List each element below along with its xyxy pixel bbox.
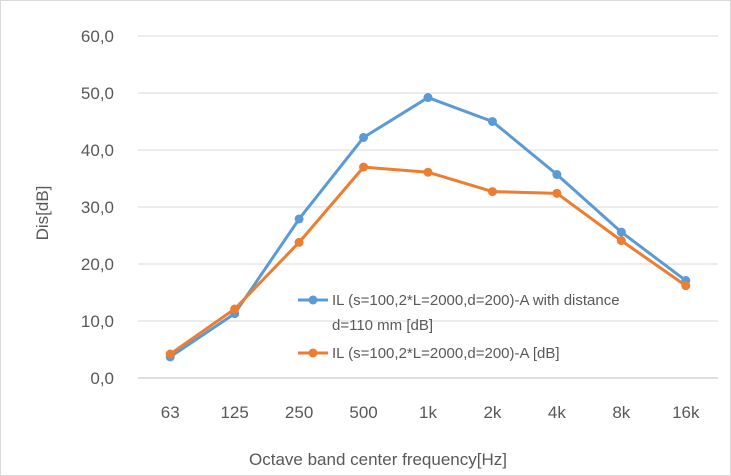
legend-marker-dot-series-1 [308, 295, 318, 305]
x-tick-label: 4k [548, 403, 566, 422]
x-tick-label: 125 [220, 403, 248, 422]
y-tick-label: 20,0 [81, 255, 114, 274]
data-point-series-1 [616, 227, 626, 237]
y-tick-label: 0,0 [90, 369, 114, 388]
data-point-series-1 [294, 214, 304, 224]
data-point-series-1 [359, 132, 369, 142]
y-tick-labels: 0,0 10,0 20,0 30,0 40,0 50,0 60,0 [81, 27, 114, 388]
data-point-series-2 [616, 236, 626, 246]
data-point-series-2 [552, 188, 562, 198]
data-point-series-1 [552, 170, 562, 180]
x-tick-label: 500 [349, 403, 377, 422]
data-point-series-2 [230, 304, 240, 314]
y-tick-label: 10,0 [81, 312, 114, 331]
y-tick-label: 60,0 [81, 27, 114, 46]
x-tick-label: 8k [612, 403, 630, 422]
x-tick-labels: 63 125 250 500 1k 2k 4k 8k 16k [161, 403, 700, 422]
data-point-series-1 [423, 93, 433, 103]
data-point-series-2 [165, 349, 175, 359]
data-point-series-2 [359, 162, 369, 172]
data-series [165, 93, 691, 362]
legend: IL (s=100,2*L=2000,d=200)-A with distanc… [298, 292, 620, 362]
y-tick-label: 30,0 [81, 198, 114, 217]
x-tick-label: 250 [285, 403, 313, 422]
y-tick-label: 40,0 [81, 141, 114, 160]
legend-label-series-1-cont: d=110 mm [dB] [332, 317, 433, 334]
data-point-series-2 [294, 237, 304, 247]
legend-label-series-1: IL (s=100,2*L=2000,d=200)-A with distanc… [332, 292, 620, 309]
legend-label-series-2: IL (s=100,2*L=2000,d=200)-A [dB] [332, 345, 560, 362]
data-point-series-2 [423, 167, 433, 177]
data-point-series-2 [681, 281, 691, 291]
x-tick-label: 16k [672, 403, 700, 422]
y-tick-label: 50,0 [81, 84, 114, 103]
data-point-series-1 [487, 117, 497, 126]
x-tick-label: 63 [161, 403, 180, 422]
data-point-series-2 [487, 187, 497, 197]
x-tick-label: 1k [419, 403, 437, 422]
y-axis-title: Dis[dB] [33, 186, 52, 241]
x-tick-label: 2k [483, 403, 501, 422]
legend-marker-dot-series-2 [308, 348, 318, 358]
x-axis-title: Octave band center frequency[Hz] [249, 450, 507, 469]
gridlines [138, 35, 718, 379]
